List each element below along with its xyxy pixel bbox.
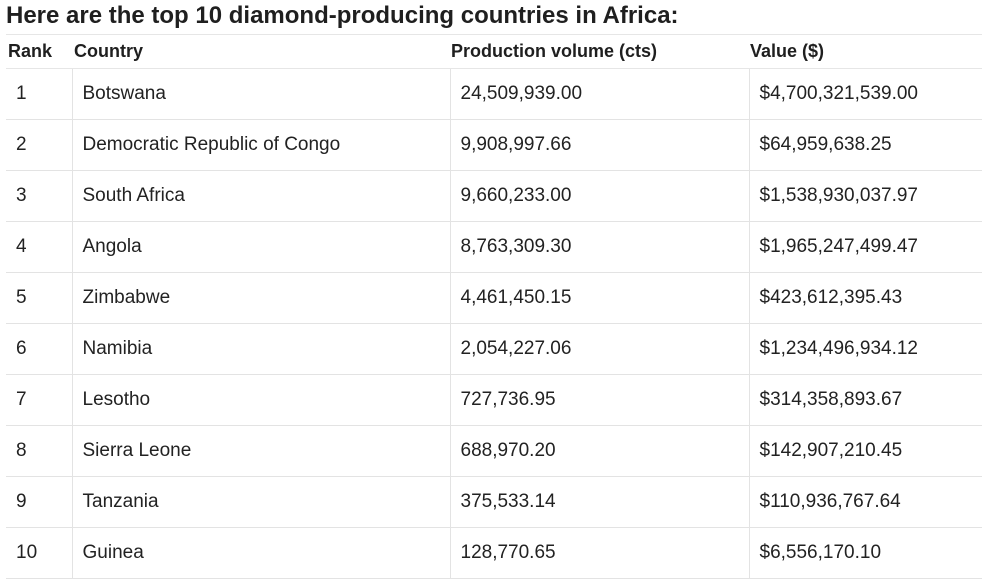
table-row: 7 Lesotho 727,736.95 $314,358,893.67 [6,374,982,426]
cell-production: 9,908,997.66 [449,119,749,171]
cell-rank: 10 [6,527,72,579]
diamond-table-container: Rank Country Production volume (cts) Val… [6,34,982,579]
header-country: Country [72,34,450,69]
header-row: Rank Country Production volume (cts) Val… [6,34,982,69]
cell-production: 2,054,227.06 [449,323,749,375]
header-production-volume: Production volume (cts) [450,34,749,69]
table-row: 4 Angola 8,763,309.30 $1,965,247,499.47 [6,221,982,273]
cell-value: $1,234,496,934.12 [748,323,982,375]
cell-country: Lesotho [71,374,450,426]
cell-rank: 1 [6,68,72,120]
cell-country: Tanzania [71,476,450,528]
header-value: Value ($) [749,34,982,69]
cell-rank: 7 [6,374,72,426]
cell-value: $142,907,210.45 [748,425,982,477]
cell-country: Angola [71,221,450,273]
cell-country: Guinea [71,527,450,579]
header-rank: Rank [6,34,72,69]
cell-production: 24,509,939.00 [449,68,749,120]
cell-value: $423,612,395.43 [748,272,982,324]
cell-country: Botswana [71,68,450,120]
cell-production: 727,736.95 [449,374,749,426]
table-body: 1 Botswana 24,509,939.00 $4,700,321,539.… [6,68,982,579]
table-row: 10 Guinea 128,770.65 $6,556,170.10 [6,527,982,579]
cell-rank: 6 [6,323,72,375]
table-row: 9 Tanzania 375,533.14 $110,936,767.64 [6,476,982,528]
cell-production: 8,763,309.30 [449,221,749,273]
page-heading: Here are the top 10 diamond-producing co… [6,2,679,29]
cell-production: 4,461,450.15 [449,272,749,324]
table-row: 8 Sierra Leone 688,970.20 $142,907,210.4… [6,425,982,477]
cell-value: $110,936,767.64 [748,476,982,528]
cell-rank: 5 [6,272,72,324]
cell-rank: 4 [6,221,72,273]
cell-value: $64,959,638.25 [748,119,982,171]
cell-production: 9,660,233.00 [449,170,749,222]
table-row: 6 Namibia 2,054,227.06 $1,234,496,934.12 [6,323,982,375]
cell-rank: 9 [6,476,72,528]
table-row: 5 Zimbabwe 4,461,450.15 $423,612,395.43 [6,272,982,324]
cell-value: $6,556,170.10 [748,527,982,579]
cell-country: Sierra Leone [71,425,450,477]
cell-production: 688,970.20 [449,425,749,477]
cell-country: South Africa [71,170,450,222]
cell-country: Democratic Republic of Congo [71,119,450,171]
cell-country: Namibia [71,323,450,375]
table-header: Rank Country Production volume (cts) Val… [6,34,982,69]
cell-country: Zimbabwe [71,272,450,324]
cell-value: $314,358,893.67 [748,374,982,426]
table-row: 3 South Africa 9,660,233.00 $1,538,930,0… [6,170,982,222]
cell-value: $4,700,321,539.00 [748,68,982,120]
table-row: 1 Botswana 24,509,939.00 $4,700,321,539.… [6,68,982,120]
cell-rank: 3 [6,170,72,222]
table-row: 2 Democratic Republic of Congo 9,908,997… [6,119,982,171]
cell-value: $1,538,930,037.97 [748,170,982,222]
diamond-production-table: Rank Country Production volume (cts) Val… [6,34,982,579]
cell-rank: 8 [6,425,72,477]
cell-production: 128,770.65 [449,527,749,579]
cell-production: 375,533.14 [449,476,749,528]
cell-rank: 2 [6,119,72,171]
cell-value: $1,965,247,499.47 [748,221,982,273]
